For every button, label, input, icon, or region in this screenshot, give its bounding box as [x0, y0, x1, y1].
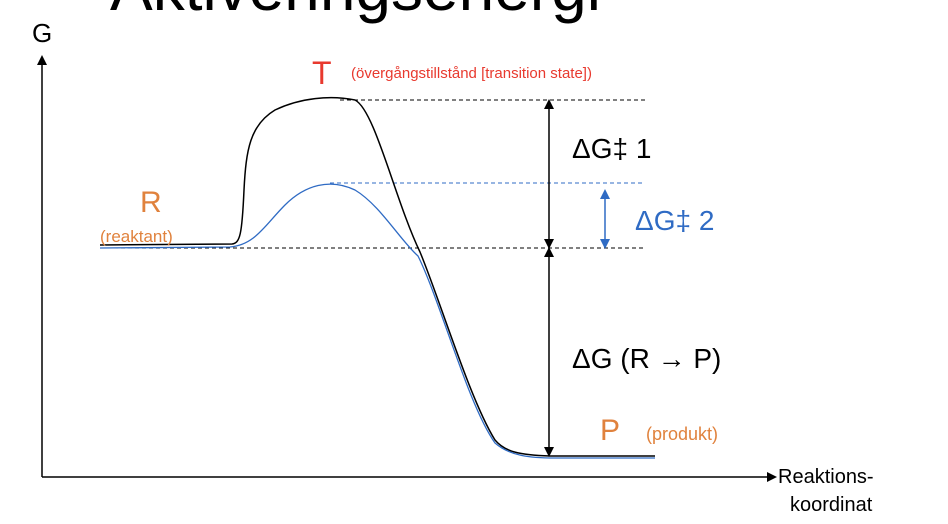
x-axis-label-2: koordinat: [790, 494, 873, 516]
y-axis-label: G: [32, 18, 52, 48]
transition-desc: (övergångstillstånd [transition state]): [351, 65, 592, 82]
transition-letter: T: [312, 55, 332, 91]
reactant-desc: (reaktant): [100, 227, 173, 246]
title: Aktiveringsenergi: [110, 0, 601, 24]
catalyzed-curve: [99, 183, 655, 459]
x-axis-label-1: Reaktions-: [778, 466, 874, 488]
dg-rp-label: ΔG (R → P): [572, 343, 721, 374]
dg2-label: ΔG‡ 2: [635, 205, 714, 236]
product-desc: (produkt): [646, 424, 718, 444]
uncatalyzed-curve: [99, 96, 655, 457]
product-letter: P: [600, 414, 620, 447]
reactant-letter: R: [140, 186, 162, 219]
dg1-label: ΔG‡ 1: [572, 133, 651, 164]
